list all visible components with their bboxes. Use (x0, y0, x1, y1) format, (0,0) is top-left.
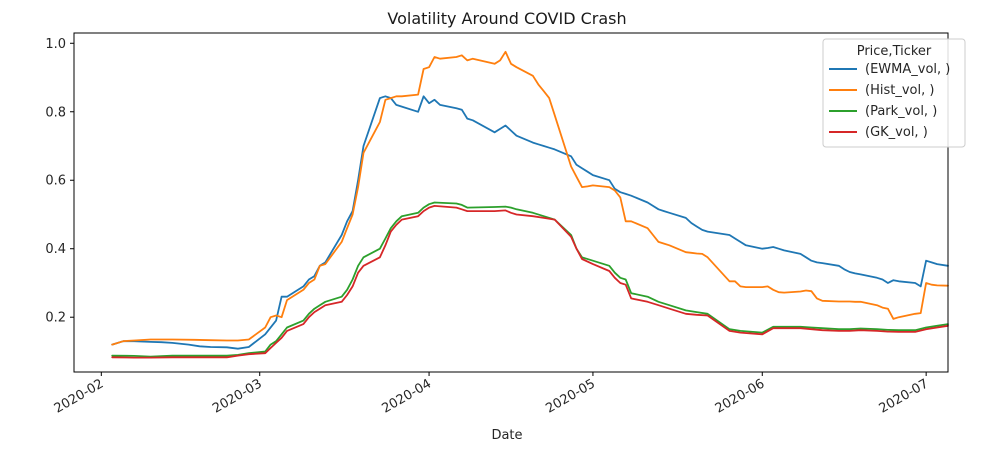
legend-entry-label: (GK_vol, ) (865, 125, 928, 140)
x-tick-label: 2020-03 (210, 376, 265, 416)
y-tick-label: 0.8 (45, 105, 66, 120)
series-line-park (111, 201, 949, 358)
legend-entry-label: (Park_vol, ) (865, 104, 937, 119)
series-line-hist (111, 50, 949, 346)
legend-box (822, 38, 966, 148)
x-tick-label: 2020-05 (543, 376, 598, 416)
series-line-gk (111, 205, 949, 359)
y-tick-label: 1.0 (45, 37, 66, 52)
x-tick-label: 2020-04 (380, 376, 435, 416)
x-tick-label: 2020-02 (52, 376, 107, 416)
chart-title: Volatility Around COVID Crash (387, 9, 626, 28)
plot-frame (73, 32, 949, 373)
y-tick-label: 0.6 (45, 174, 66, 189)
x-axis: 2020-02 2020-03 2020-04 2020-05 2020-06 2020-… (52, 372, 931, 417)
x-tick-label: 2020-07 (877, 376, 932, 416)
legend-entry-label: (Hist_vol, ) (865, 83, 934, 98)
y-axis: 0.2 0.4 0.6 0.8 1.0 (45, 37, 74, 326)
y-tick-label: 0.2 (45, 311, 66, 326)
series-line-ewma (111, 95, 949, 350)
plot-lines (111, 50, 949, 359)
legend-title: Price,Ticker (857, 44, 932, 59)
legend-entry-label: (EWMA_vol, ) (865, 62, 950, 77)
y-tick-label: 0.4 (45, 242, 66, 257)
x-tick-label: 2020-06 (713, 376, 768, 416)
legend: Price,Ticker (EWMA_vol, ) (Hist_vol, ) (Pa… (822, 38, 966, 148)
x-axis-label: Date (491, 428, 522, 443)
